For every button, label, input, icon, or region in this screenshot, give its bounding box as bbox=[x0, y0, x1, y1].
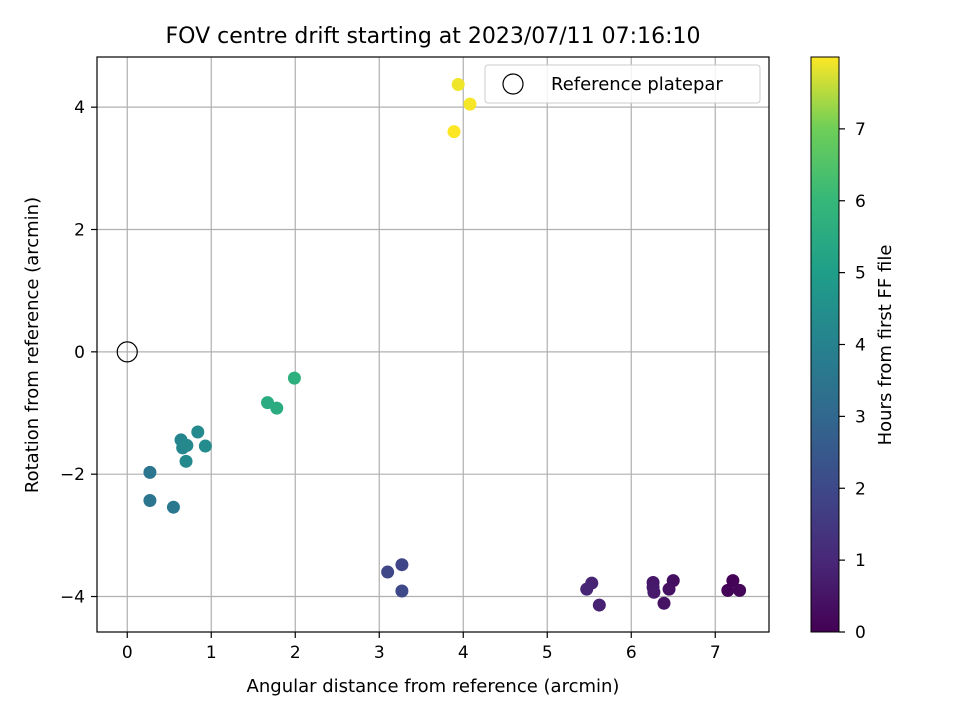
colorbar-tick-label: 4 bbox=[855, 336, 866, 356]
data-point bbox=[662, 582, 676, 596]
data-point bbox=[395, 584, 409, 598]
data-point bbox=[395, 558, 409, 572]
x-tick-label: 7 bbox=[710, 643, 721, 663]
reference-marker bbox=[116, 341, 138, 363]
y-tick-label: 4 bbox=[74, 98, 85, 118]
legend-label: Reference platepar bbox=[551, 74, 723, 95]
x-tick-label: 0 bbox=[122, 643, 133, 663]
data-point bbox=[287, 371, 301, 385]
data-point bbox=[143, 493, 157, 507]
y-tick-label: 2 bbox=[74, 221, 85, 241]
data-points bbox=[143, 78, 747, 612]
y-axis-label: Rotation from reference (arcmin) bbox=[22, 197, 43, 493]
y-axis-ticks: −4 −2 0 2 4 bbox=[60, 98, 97, 608]
x-tick-label: 4 bbox=[458, 643, 469, 663]
data-point bbox=[143, 465, 157, 479]
x-axis-ticks: 0 1 2 3 4 5 6 7 bbox=[122, 632, 721, 663]
legend-box bbox=[484, 64, 761, 104]
data-point bbox=[592, 598, 606, 612]
data-point bbox=[463, 97, 477, 111]
data-point bbox=[726, 574, 740, 588]
colorbar-tick-label: 1 bbox=[855, 551, 866, 571]
data-point bbox=[381, 565, 395, 579]
data-point bbox=[180, 438, 194, 452]
data-point bbox=[647, 585, 661, 599]
data-point bbox=[580, 582, 594, 596]
colorbar-tick-label: 2 bbox=[855, 479, 866, 499]
x-tick-label: 2 bbox=[290, 643, 301, 663]
x-tick-label: 5 bbox=[542, 643, 553, 663]
x-axis-label: Angular distance from reference (arcmin) bbox=[247, 676, 620, 697]
data-point bbox=[733, 583, 747, 597]
data-point bbox=[657, 596, 671, 610]
colorbar-tick-label: 5 bbox=[855, 264, 866, 284]
colorbar bbox=[810, 56, 840, 633]
colorbar-tick-label: 7 bbox=[855, 120, 866, 140]
plot-frame bbox=[96, 56, 770, 633]
data-point bbox=[166, 500, 180, 514]
legend: Reference platepar bbox=[484, 64, 761, 104]
x-tick-label: 6 bbox=[626, 643, 637, 663]
data-point bbox=[270, 401, 284, 415]
grid-lines bbox=[97, 57, 769, 632]
colorbar-tick-label: 6 bbox=[855, 192, 866, 212]
y-tick-label: −4 bbox=[60, 588, 85, 608]
reference-platepar-point bbox=[116, 341, 138, 363]
chart-title: FOV centre drift starting at 2023/07/11 … bbox=[166, 24, 701, 49]
data-point bbox=[198, 439, 212, 453]
x-tick-label: 1 bbox=[206, 643, 217, 663]
data-point bbox=[721, 583, 735, 597]
data-point bbox=[447, 125, 461, 139]
colorbar-tick-label: 0 bbox=[855, 623, 866, 643]
y-tick-label: 0 bbox=[74, 343, 85, 363]
data-point bbox=[451, 78, 465, 92]
legend-reference-marker bbox=[502, 73, 524, 95]
x-tick-label: 3 bbox=[374, 643, 385, 663]
data-point bbox=[179, 454, 193, 468]
data-point bbox=[191, 425, 205, 439]
colorbar-ticks: 0 1 2 3 4 5 6 7 bbox=[839, 120, 866, 643]
colorbar-tick-label: 3 bbox=[855, 407, 866, 427]
y-tick-label: −2 bbox=[60, 465, 85, 485]
colorbar-label: Hours from first FF file bbox=[875, 245, 896, 446]
